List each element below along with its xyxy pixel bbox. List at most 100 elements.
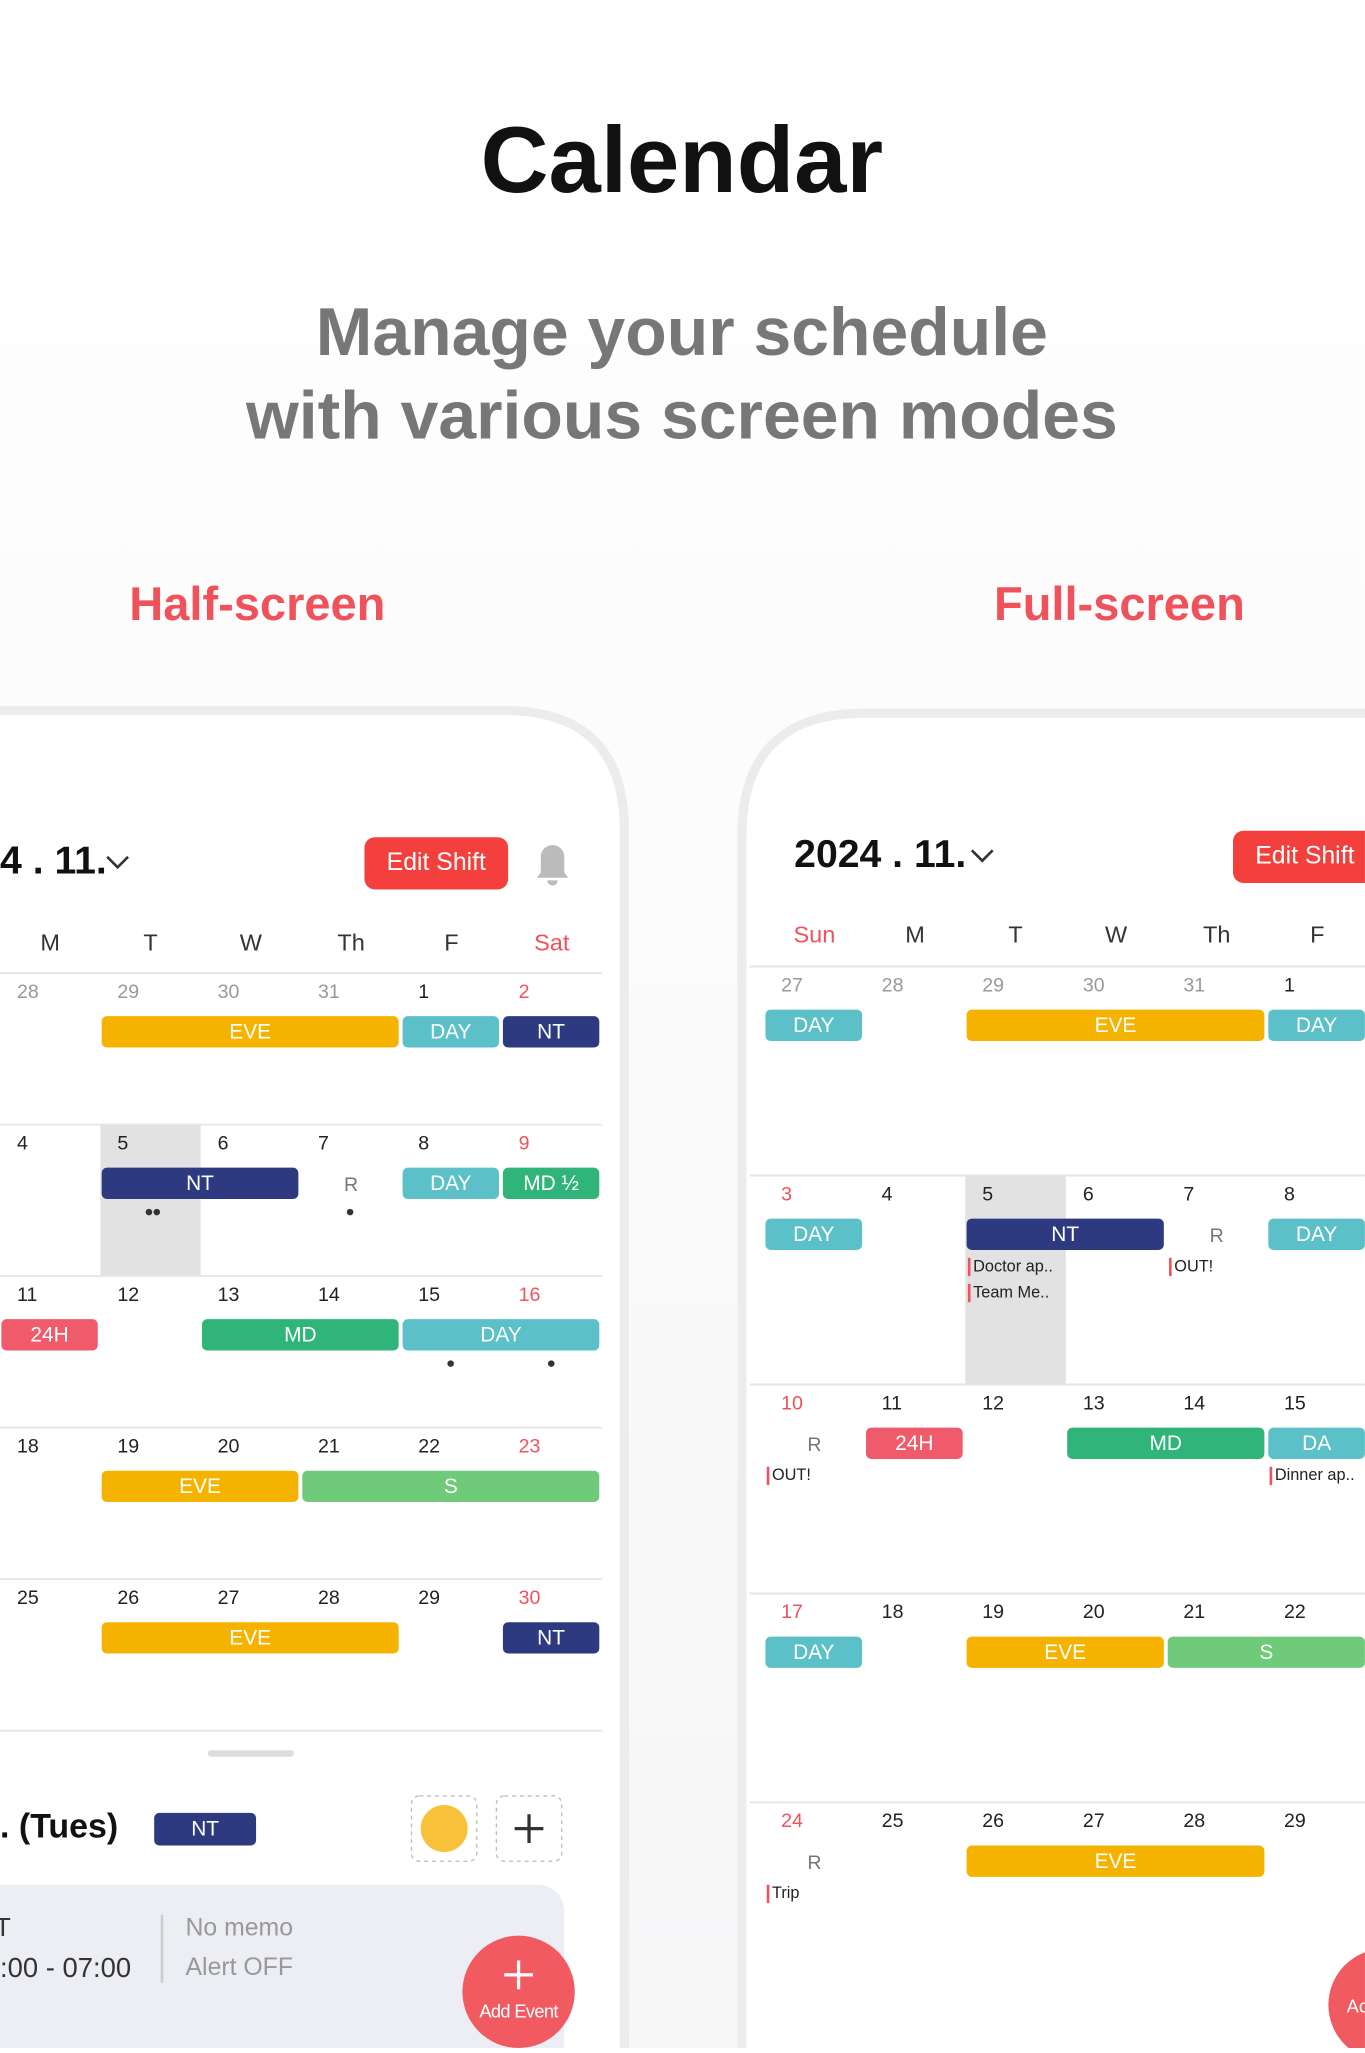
day-number: 19: [117, 1435, 139, 1457]
memo-marker: [967, 1257, 971, 1277]
day-number: 14: [1183, 1392, 1205, 1414]
edit-label[interactable]: Edit Shift: [1255, 842, 1354, 869]
shift-bar[interactable]: [966, 1009, 1265, 1041]
shift-bar[interactable]: [1268, 1009, 1365, 1041]
shift-label: EVE: [179, 1475, 221, 1498]
shift-label: NT: [1051, 1223, 1079, 1246]
shift-label: EVE: [229, 1627, 271, 1650]
day-number: 15: [1284, 1392, 1306, 1414]
edit-label[interactable]: Edit Shift: [387, 849, 486, 876]
weekday: T: [1008, 922, 1022, 948]
shift-bar[interactable]: [966, 1845, 1265, 1877]
edit-button[interactable]: [364, 837, 509, 890]
memo-marker: [1269, 1466, 1273, 1486]
fab-plus: [504, 1960, 533, 1990]
day-number: 29: [418, 1587, 440, 1609]
day-number: 4: [882, 1183, 893, 1205]
shift-label: 24H: [30, 1324, 68, 1347]
day-number: 5: [982, 1183, 993, 1205]
weekday: F: [1310, 922, 1324, 948]
shift-bar[interactable]: [101, 1470, 299, 1503]
event-dot: [547, 1360, 555, 1367]
fab[interactable]: [462, 1935, 575, 2048]
day-number: 15: [418, 1284, 440, 1306]
shift-name: T: [0, 1912, 11, 1942]
day-number: 8: [1284, 1183, 1295, 1205]
edit-button[interactable]: [1233, 830, 1365, 883]
day-number: 29: [1284, 1810, 1306, 1832]
detail-card[interactable]: [0, 1884, 565, 2048]
day-number: 28: [1183, 1810, 1205, 1832]
day-number: 6: [1083, 1183, 1094, 1205]
plus-icon: [514, 1814, 544, 1843]
shift-bar[interactable]: [1268, 1218, 1365, 1250]
day-number: 12: [117, 1284, 139, 1306]
shift-bar[interactable]: [1167, 1636, 1365, 1668]
shift-bar[interactable]: [502, 1016, 600, 1048]
day-number: 2: [519, 981, 530, 1003]
shift-bar[interactable]: [101, 1622, 399, 1654]
day-number: 31: [318, 981, 340, 1003]
shift-bar[interactable]: [1268, 1427, 1365, 1459]
mode-label: Half-screen: [129, 577, 385, 630]
shift-bar[interactable]: [502, 1167, 600, 1200]
day-number: 22: [418, 1435, 440, 1457]
rest-mark: R: [807, 1852, 821, 1874]
selected-cell: [965, 1175, 1066, 1385]
shift-bar[interactable]: [201, 1319, 399, 1351]
day-number: 20: [1083, 1601, 1105, 1623]
shift-bar[interactable]: [966, 1636, 1164, 1668]
shift-bar[interactable]: [765, 1009, 863, 1041]
day-number: 12: [982, 1392, 1004, 1414]
shift-bar[interactable]: [765, 1218, 863, 1250]
shift-time: :00 - 07:00: [0, 1952, 131, 1983]
shift-label: S: [444, 1475, 458, 1498]
day-number: 5: [117, 1132, 128, 1154]
memo: OUT!: [772, 1466, 811, 1484]
day-number: 28: [318, 1587, 340, 1609]
shift-bar[interactable]: [866, 1427, 963, 1459]
shift-bar[interactable]: [402, 1167, 499, 1200]
shift-label: EVE: [1095, 1850, 1137, 1873]
day-number: 18: [882, 1601, 904, 1623]
month[interactable]: 4 . 11.: [0, 840, 107, 883]
day-number: 21: [1183, 1601, 1205, 1623]
day-number: 27: [1083, 1810, 1105, 1832]
day-number: 13: [218, 1284, 240, 1306]
shift-bar[interactable]: [966, 1218, 1164, 1250]
shift-label: DAY: [1296, 1223, 1337, 1246]
day-number: 30: [218, 981, 240, 1003]
day-number: 3: [781, 1183, 792, 1205]
shift-bar[interactable]: [302, 1470, 600, 1503]
weekday: W: [1105, 922, 1128, 948]
bell-icon[interactable]: [536, 845, 569, 886]
shift-bar[interactable]: [101, 1167, 299, 1200]
shift-bar[interactable]: [1067, 1427, 1265, 1459]
rest-mark: R: [344, 1174, 358, 1196]
fab[interactable]: [1328, 1949, 1365, 2048]
shift-bar[interactable]: [1, 1319, 98, 1351]
shift-label: MD: [284, 1324, 316, 1347]
memo: Doctor ap..: [973, 1257, 1053, 1275]
shift-badge-label: NT: [191, 1817, 219, 1840]
alert-status: Alert OFF: [186, 1954, 293, 1981]
weekday: M: [40, 930, 60, 956]
event-dot: [153, 1208, 161, 1216]
chevron: [106, 855, 129, 870]
month[interactable]: 2024 . 11.: [794, 833, 966, 876]
rest-mark: R: [807, 1434, 821, 1456]
selected-cell: [100, 1124, 201, 1277]
shift-bar[interactable]: [101, 1016, 399, 1048]
shift-bar[interactable]: [402, 1319, 600, 1351]
shift-bar[interactable]: [765, 1636, 863, 1668]
shift-label: DAY: [793, 1223, 834, 1246]
shift-label: DAY: [430, 1021, 471, 1044]
shift-bar[interactable]: [502, 1622, 600, 1654]
title: Calendar: [481, 107, 883, 212]
shift-bar[interactable]: [402, 1016, 499, 1048]
shift-label: EVE: [1044, 1641, 1086, 1664]
event-dot: [346, 1208, 354, 1216]
